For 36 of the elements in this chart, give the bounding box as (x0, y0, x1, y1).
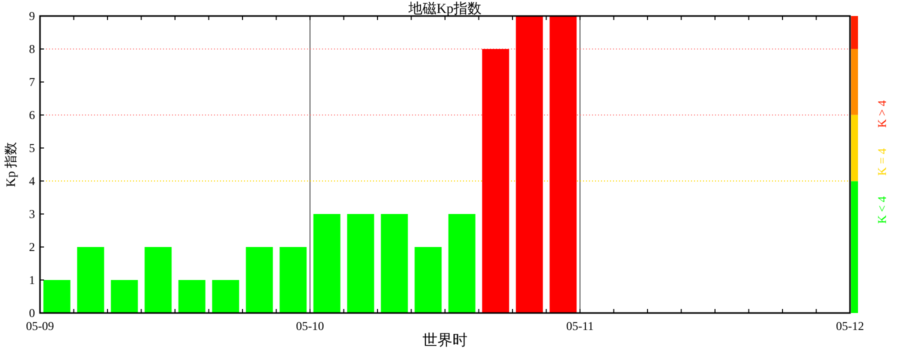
bar (280, 247, 307, 313)
text: K = 4 (875, 148, 889, 176)
x-tick-label: 05-10 (296, 319, 324, 333)
x-tick-label: 05-11 (566, 319, 594, 333)
bar (246, 247, 273, 313)
chart-title: 地磁Kp指数 (407, 1, 482, 17)
x-tick-label: 05-12 (836, 319, 864, 333)
y-axis-title: Kp 指数 (3, 142, 18, 188)
bar (448, 214, 476, 313)
bar (380, 214, 408, 313)
y-tick-label: 4 (29, 174, 35, 188)
bar (313, 214, 340, 313)
y-tick-label: 8 (29, 42, 35, 56)
y-tick-label: 9 (29, 9, 35, 23)
bar (212, 280, 240, 313)
bar (347, 214, 374, 313)
x-tick-label: 05-09 (26, 319, 54, 333)
y-tick-label: 7 (29, 75, 35, 89)
bar (516, 16, 543, 313)
x-axis-title: 世界时 (422, 332, 468, 349)
y-tick-label: 6 (29, 108, 35, 122)
text: K > 4 (875, 100, 889, 128)
bar (77, 247, 104, 313)
y-tick-label: 1 (29, 273, 35, 287)
y-tick-label: 5 (29, 141, 35, 155)
bar (110, 280, 138, 313)
y-tick-label: 0 (29, 306, 35, 320)
y-tick-label: 2 (29, 240, 35, 254)
bar (482, 49, 510, 313)
bar (178, 280, 206, 313)
text: K < 4 (875, 196, 889, 224)
bar (43, 280, 70, 313)
bar (550, 16, 577, 313)
bar (414, 247, 442, 313)
bar (144, 247, 172, 313)
y-tick-label: 3 (29, 207, 35, 221)
